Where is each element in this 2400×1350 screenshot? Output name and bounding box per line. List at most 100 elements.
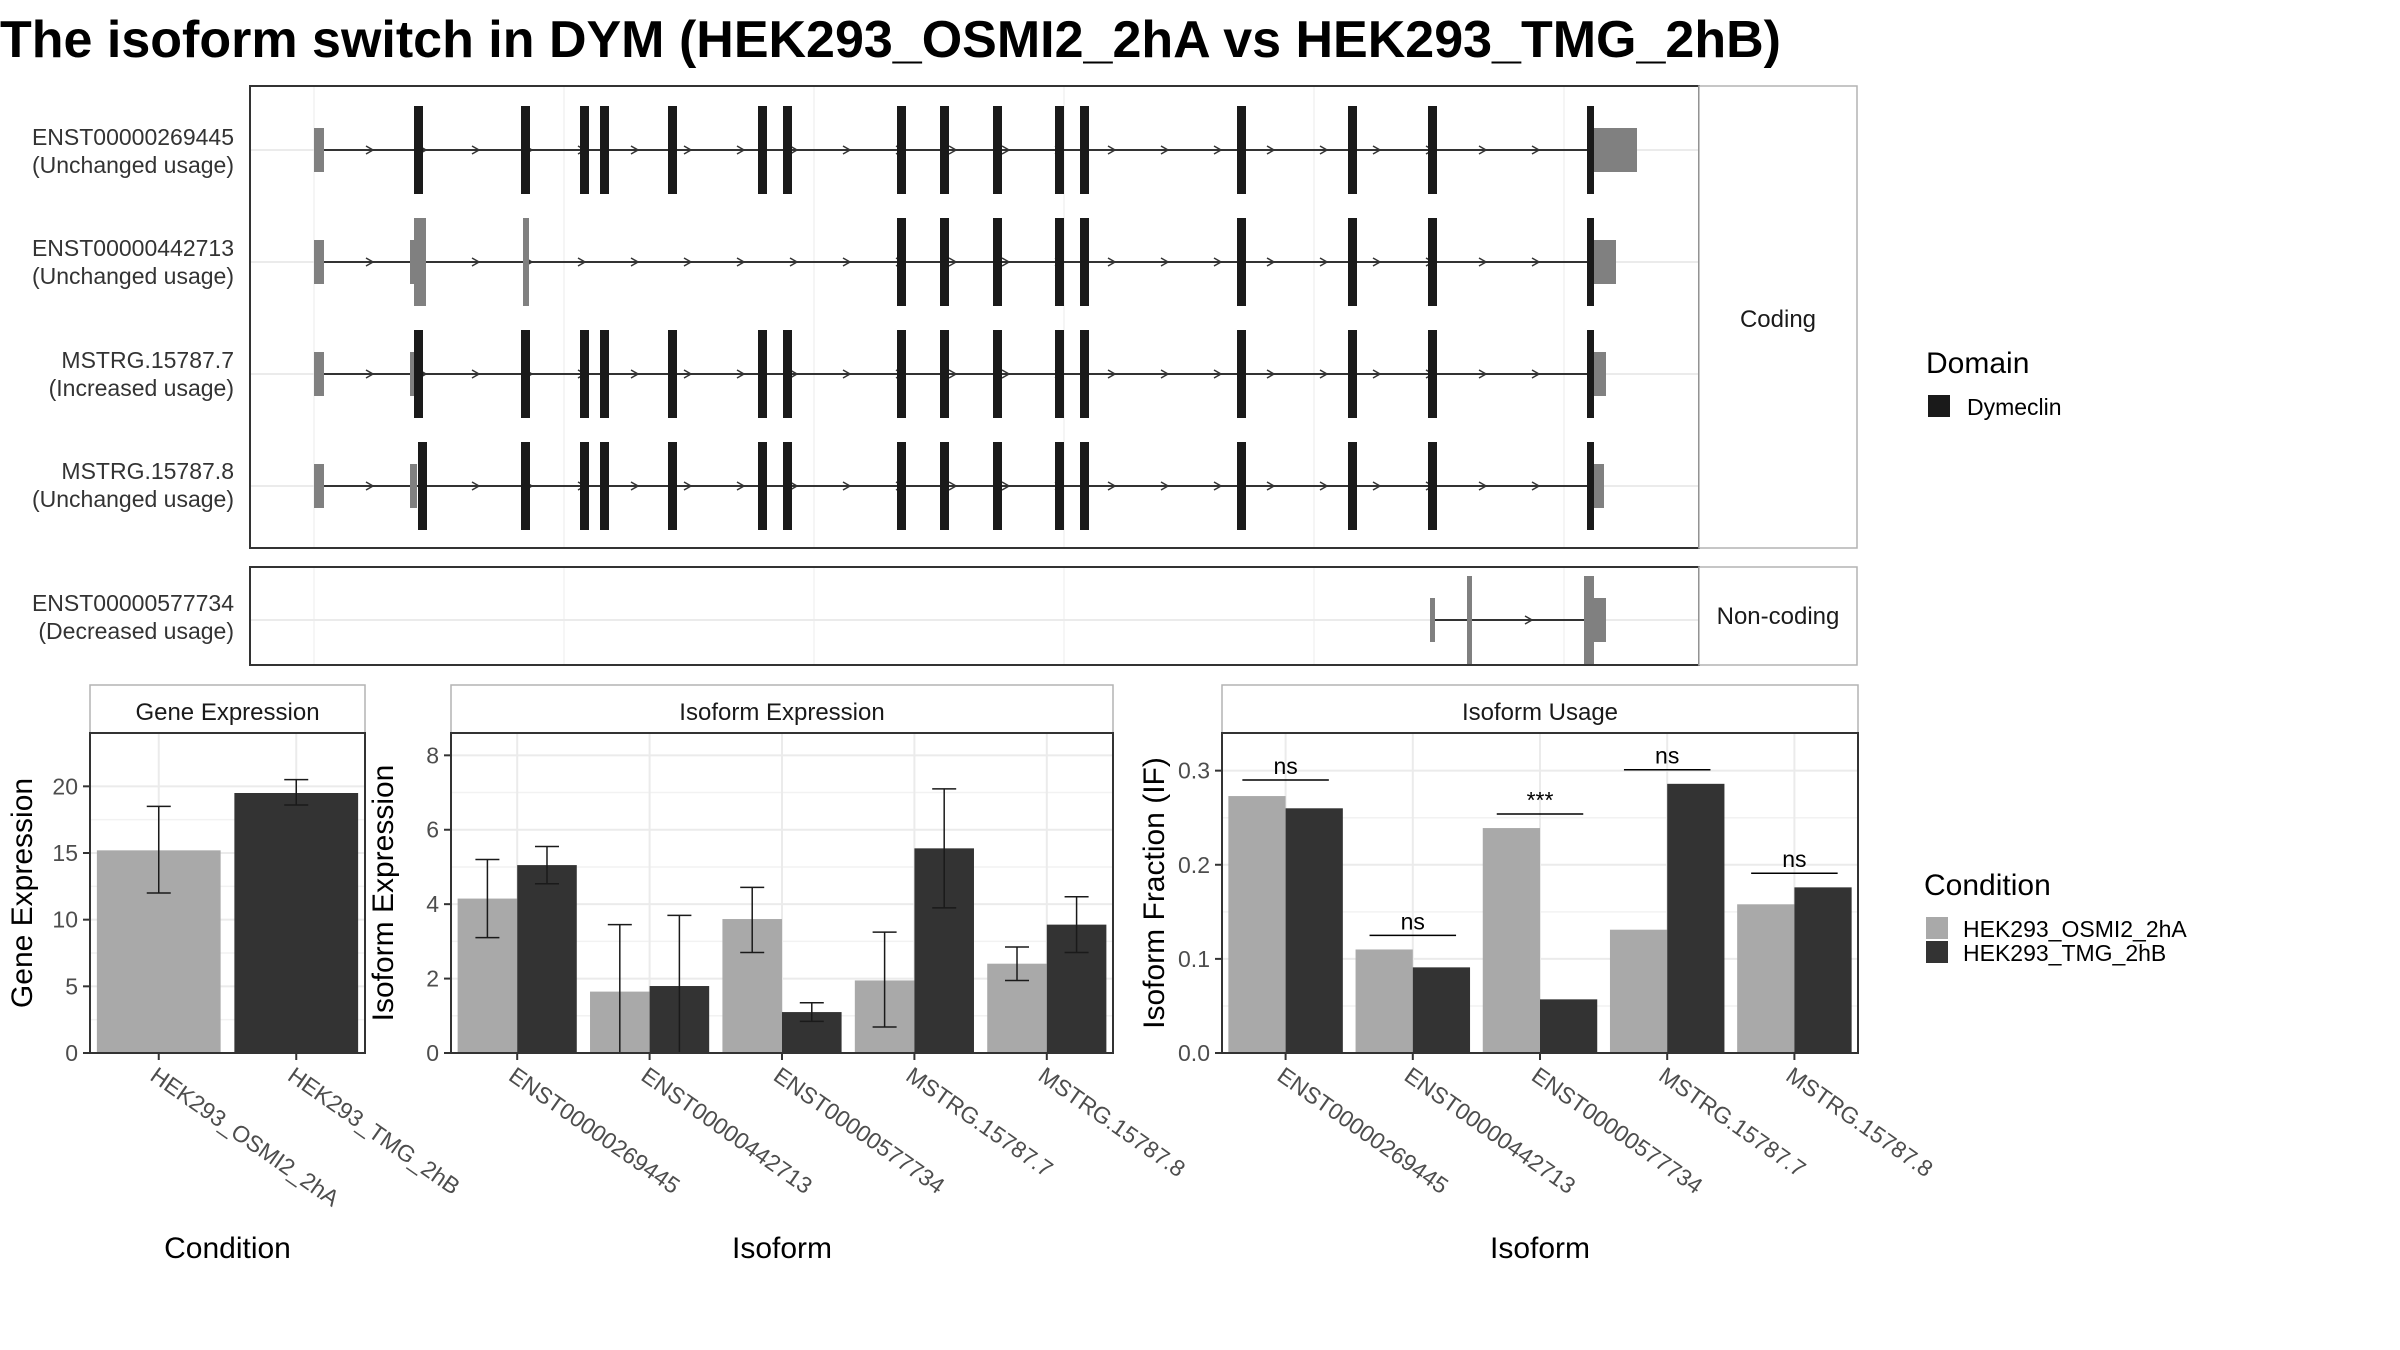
bar	[1355, 949, 1413, 1053]
intron-arrow	[789, 481, 799, 491]
y-tick-label: 0.3	[1178, 758, 1210, 784]
utr-exon	[314, 352, 324, 396]
cds-exon	[580, 330, 589, 418]
bar	[1609, 929, 1668, 1053]
x-axis-title: Isoform	[1490, 1232, 1590, 1265]
intron-arrow	[365, 145, 375, 155]
cds-exon	[1080, 218, 1089, 306]
x-axis-title: Condition	[164, 1232, 291, 1265]
cds-exon	[521, 106, 530, 194]
figure-title: The isoform switch in DYM (HEK293_OSMI2_…	[0, 11, 1781, 69]
cds-exon	[1237, 442, 1246, 530]
cds-exon	[521, 330, 530, 418]
intron-arrow	[1524, 615, 1534, 625]
cds-exon	[1080, 442, 1089, 530]
intron-arrow	[1531, 369, 1541, 379]
intron-arrow	[1160, 257, 1170, 267]
intron-arrow	[1001, 145, 1011, 155]
cds-exon	[1428, 442, 1437, 530]
significance-label: ns	[1655, 743, 1679, 769]
condition-legend-title: Condition	[1924, 869, 2051, 902]
significance-label: ***	[1527, 787, 1554, 813]
intron-arrow	[1319, 145, 1329, 155]
cds-exon	[1237, 218, 1246, 306]
intron-arrow	[1107, 257, 1117, 267]
bar-panel-1: Isoform Expression02468ENST00000269445EN…	[367, 684, 1190, 1265]
domain-legend-title: Domain	[1926, 347, 2029, 380]
bar	[1412, 967, 1471, 1053]
y-axis-title: Gene Expression	[6, 778, 39, 1008]
intron-arrow	[1319, 369, 1329, 379]
cds-exon	[897, 330, 906, 418]
intron-arrow	[948, 145, 958, 155]
cds-exon	[783, 330, 792, 418]
panel-title: Isoform Usage	[1462, 699, 1618, 726]
cds-exon	[783, 442, 792, 530]
cds-exon	[783, 106, 792, 194]
cds-exon	[668, 442, 677, 530]
intron-arrow	[948, 257, 958, 267]
cds-exon	[1587, 330, 1594, 418]
cds-exon	[1055, 330, 1064, 418]
cds-exon	[418, 442, 427, 530]
coding-strip-label: Coding	[1740, 306, 1816, 333]
y-tick-label: 6	[426, 817, 439, 843]
intron-arrow	[1213, 369, 1223, 379]
bar	[234, 793, 359, 1053]
x-tick-label: MSTRG.15787.8	[1034, 1062, 1190, 1182]
y-tick-label: 0	[65, 1040, 78, 1066]
y-tick-label: 2	[426, 966, 439, 992]
cds-exon	[897, 106, 906, 194]
utr-exon	[1594, 128, 1637, 172]
cds-exon	[1055, 442, 1064, 530]
intron-arrow	[1478, 257, 1488, 267]
bar	[1667, 783, 1725, 1053]
intron-arrow	[365, 257, 375, 267]
intron-arrow	[1107, 369, 1117, 379]
intron-arrow	[789, 257, 799, 267]
y-tick-label: 4	[426, 891, 439, 917]
intron-arrow	[630, 481, 640, 491]
transcript-usage: (Increased usage)	[49, 375, 234, 401]
y-tick-label: 0.2	[1178, 852, 1210, 878]
intron-arrow	[1001, 369, 1011, 379]
cds-exon	[1348, 218, 1357, 306]
noncoding-strip-label: Non-coding	[1717, 603, 1840, 630]
bar	[1482, 828, 1540, 1053]
cds-exon	[600, 330, 609, 418]
noncoding-exon	[1430, 598, 1435, 642]
intron-arrow	[365, 481, 375, 491]
utr-exon	[410, 352, 417, 396]
panel-strip	[1221, 684, 1859, 734]
intron-arrow	[1213, 145, 1223, 155]
intron-arrow	[948, 369, 958, 379]
noncoding-exon	[1594, 598, 1606, 642]
significance-label: ns	[1782, 846, 1806, 872]
intron-arrow	[789, 369, 799, 379]
y-tick-label: 0.0	[1178, 1040, 1210, 1066]
cds-exon	[1348, 330, 1357, 418]
y-axis-title: Isoform Fraction (IF)	[1138, 757, 1171, 1029]
intron-arrow	[630, 257, 640, 267]
cds-exon	[668, 106, 677, 194]
intron-arrow	[471, 257, 481, 267]
intron-arrow	[471, 481, 481, 491]
transcript-usage: (Decreased usage)	[38, 618, 234, 644]
bar	[1228, 796, 1286, 1053]
panel-title: Gene Expression	[135, 699, 319, 726]
significance-label: ns	[1273, 753, 1297, 779]
y-axis-title: Isoform Expression	[367, 765, 400, 1022]
cds-exon	[940, 106, 949, 194]
y-tick-label: 5	[65, 973, 78, 999]
cds-exon	[1587, 218, 1594, 306]
x-axis-title: Isoform	[732, 1232, 832, 1265]
intron-arrow	[1266, 257, 1276, 267]
intron-arrow	[577, 257, 587, 267]
cds-exon	[1348, 106, 1357, 194]
panel-strip	[450, 684, 1114, 734]
y-tick-label: 10	[52, 907, 78, 933]
domain-legend: Domain Dymeclin	[1926, 347, 2062, 420]
intron-arrow	[683, 481, 693, 491]
cds-exon	[1428, 106, 1437, 194]
